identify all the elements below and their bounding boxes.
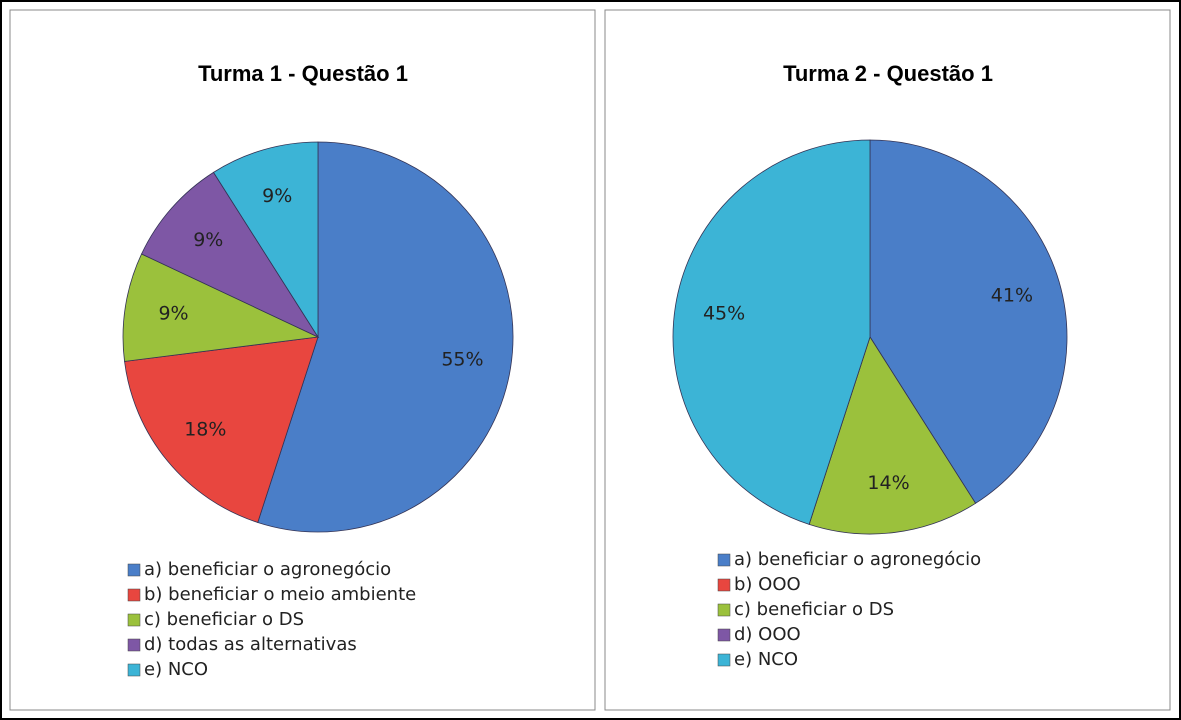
legend-swatch [127,663,141,677]
data-label: 9% [262,185,292,207]
data-label: 18% [184,419,226,441]
legend-swatch [127,563,141,577]
chart-title: Turma 2 - Questão 1 [783,61,993,86]
legend-label: d) todas as alternativas [144,634,357,655]
data-label: 41% [991,284,1033,306]
data-label: 55% [441,348,483,370]
legend-swatch [127,588,141,602]
legend-label: a) beneficiar o agronegócio [144,559,391,580]
pie-slice [122,253,320,362]
legend-swatch [717,553,731,567]
pie-slice [869,139,1068,504]
data-label: 9% [158,303,188,325]
pie-slice [808,336,977,535]
data-label: 14% [867,472,909,494]
legend-label: e) NCO [734,649,798,670]
legend-label: b) OOO [734,574,801,595]
legend-swatch [717,628,731,642]
pie-slice [124,336,319,523]
legend-swatch [717,578,731,592]
legend-label: c) beneficiar o DS [144,609,304,630]
pie-slice [212,141,319,339]
pie-slice [257,141,514,533]
legend-swatch [127,638,141,652]
legend-label: b) beneficiar o meio ambiente [144,584,416,605]
data-label: 9% [193,229,223,251]
legend-swatch [717,653,731,667]
pie-slice [672,139,871,525]
legend-label: a) beneficiar o agronegócio [734,549,981,570]
legend-label: c) beneficiar o DS [734,599,894,620]
legend-swatch [127,613,141,627]
legend-label: e) NCO [144,659,208,680]
legend-label: d) OOO [734,624,801,645]
pie-slice [141,171,320,338]
data-label: 45% [703,302,745,324]
chart-title: Turma 1 - Questão 1 [198,61,408,86]
legend-swatch [717,603,731,617]
